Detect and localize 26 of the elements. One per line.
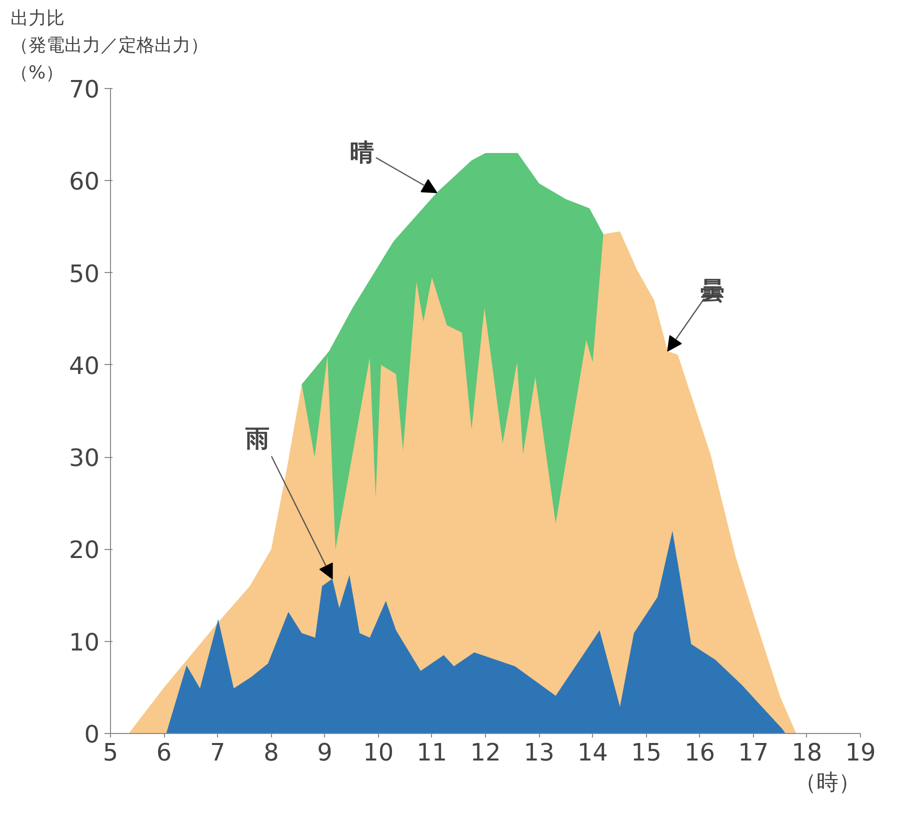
x-tick-label: 6	[156, 738, 172, 766]
x-tick-label: 10	[363, 738, 394, 766]
y-tick-label: 0	[84, 720, 100, 748]
x-tick-label: 17	[738, 738, 769, 766]
x-tick-label: 18	[792, 738, 822, 766]
x-tick-label: 11	[416, 738, 448, 766]
x-tick-label: 13	[524, 738, 554, 766]
y-tick-label: 10	[68, 628, 100, 656]
y-tick-label: 20	[68, 536, 100, 564]
annotation: 雨	[244, 424, 270, 453]
x-tick-label: 8	[264, 738, 279, 766]
y-tick-label: 30	[68, 444, 100, 472]
x-tick-label: 15	[630, 738, 662, 766]
x-tick-label: 7	[210, 738, 226, 766]
x-axis-title: （時）	[794, 770, 860, 796]
x-tick-label: 5	[102, 738, 118, 766]
y-tick-label: 60	[68, 168, 100, 196]
x-tick-label: 14	[577, 738, 608, 766]
x-tick-label: 19	[845, 738, 876, 766]
x-tick-label: 12	[470, 738, 501, 766]
annotation: 曇	[700, 277, 725, 306]
annotation: 晴	[350, 138, 374, 167]
x-tick-label: 9	[317, 738, 332, 766]
x-tick-label: 16	[684, 738, 716, 766]
y-tick-label: 40	[68, 352, 100, 380]
y-tick-label: 50	[68, 260, 100, 288]
